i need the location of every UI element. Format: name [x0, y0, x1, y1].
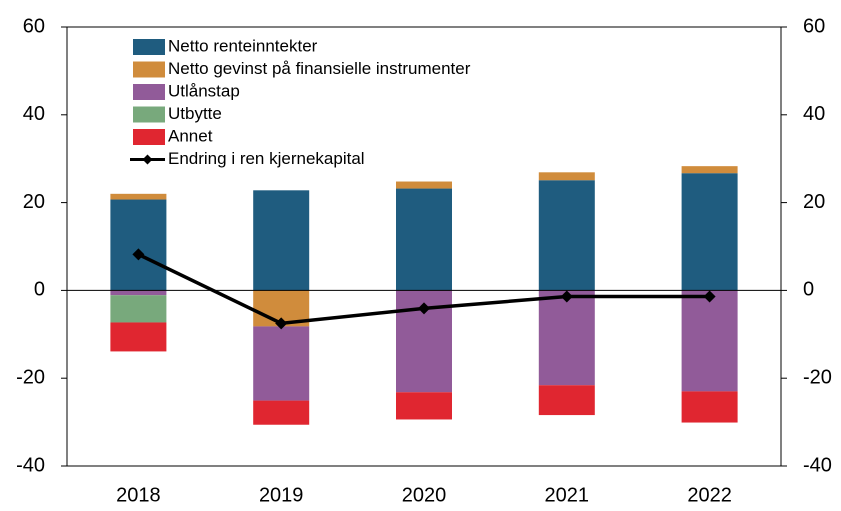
y2-tick-label: -40 — [803, 454, 832, 476]
bar — [538, 180, 595, 291]
y-tick-label: -20 — [16, 366, 45, 388]
bar — [681, 391, 738, 423]
bar — [110, 290, 167, 296]
y2-tick-label: 20 — [803, 191, 825, 213]
y2-tick-label: 40 — [803, 103, 825, 125]
legend-label: Utlånstap — [168, 81, 240, 100]
y2-tick-label: -20 — [803, 366, 832, 388]
bar — [681, 290, 738, 392]
bar — [253, 400, 310, 425]
y-tick-label: -40 — [16, 454, 45, 476]
line-marker — [703, 290, 716, 303]
bar — [253, 190, 310, 291]
legend-label: Utbytte — [168, 104, 222, 123]
y-tick-label: 20 — [23, 191, 45, 213]
x-tick-label: 2022 — [687, 484, 732, 506]
bar — [681, 173, 738, 291]
legend-swatch — [133, 61, 165, 78]
legend-swatch — [133, 106, 165, 123]
bar — [538, 172, 595, 181]
bar — [681, 166, 738, 174]
x-tick-label: 2021 — [545, 484, 590, 506]
line-marker — [132, 248, 145, 261]
y-tick-label: 0 — [34, 279, 45, 301]
legend-label: Annet — [168, 126, 213, 145]
legend: Netto renteinntekter Netto gevinst på fin… — [130, 36, 471, 168]
bar — [110, 295, 167, 323]
bar — [538, 385, 595, 416]
bar — [110, 322, 167, 352]
x-tick-label: 2019 — [259, 484, 304, 506]
legend-swatch — [133, 39, 165, 55]
bar — [396, 188, 452, 291]
legend-label: Netto renteinntekter — [168, 36, 318, 55]
legend-swatch — [133, 129, 165, 145]
plot-frame — [66, 26, 782, 467]
legend-label: Netto gevinst på finansielle instrumente… — [168, 59, 471, 78]
legend-marker — [142, 154, 153, 165]
y2-tick-label: 0 — [803, 279, 814, 301]
x-tick-label: 2018 — [116, 484, 161, 506]
bar — [538, 290, 595, 386]
bar — [396, 181, 452, 189]
legend-label: Endring i ren kjernekapital — [168, 149, 365, 168]
line-marker — [560, 290, 573, 303]
y-tick-label: 40 — [23, 103, 45, 125]
line-marker — [418, 302, 430, 315]
y-tick-label: 60 — [23, 15, 45, 37]
legend-swatch — [133, 84, 165, 100]
x-tick-label: 2020 — [402, 484, 447, 506]
y2-tick-label: 60 — [803, 15, 825, 37]
line-marker — [275, 317, 288, 330]
bar — [110, 193, 167, 200]
bar — [110, 199, 167, 291]
bar — [253, 326, 310, 401]
bar — [396, 392, 452, 420]
